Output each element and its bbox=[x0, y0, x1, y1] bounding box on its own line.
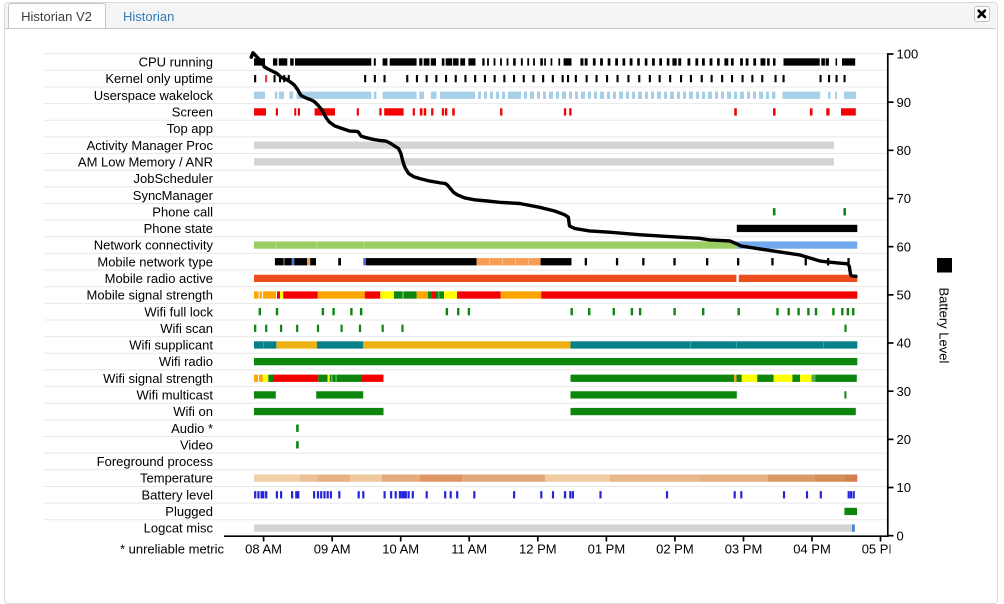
svg-text:0: 0 bbox=[897, 528, 904, 543]
svg-text:Wifi signal strength: Wifi signal strength bbox=[103, 371, 213, 386]
svg-text:Temperature: Temperature bbox=[140, 471, 213, 486]
svg-text:CPU running: CPU running bbox=[139, 55, 213, 70]
svg-text:03 PM: 03 PM bbox=[725, 542, 763, 557]
svg-text:Foreground process: Foreground process bbox=[97, 454, 214, 469]
svg-text:* unreliable metric: * unreliable metric bbox=[120, 542, 225, 557]
svg-text:Wifi radio: Wifi radio bbox=[159, 354, 213, 369]
svg-text:10: 10 bbox=[897, 480, 911, 495]
svg-text:12 PM: 12 PM bbox=[519, 542, 557, 557]
svg-text:Wifi multicast: Wifi multicast bbox=[136, 388, 213, 403]
svg-text:Screen: Screen bbox=[172, 105, 213, 120]
svg-text:Userspace wakelock: Userspace wakelock bbox=[94, 88, 214, 103]
svg-text:Battery Level: Battery Level bbox=[937, 288, 952, 364]
svg-text:80: 80 bbox=[897, 143, 911, 158]
svg-text:Phone call: Phone call bbox=[152, 204, 213, 219]
svg-text:60: 60 bbox=[897, 239, 911, 254]
svg-text:Kernel only uptime: Kernel only uptime bbox=[105, 71, 213, 86]
svg-text:Mobile radio active: Mobile radio active bbox=[105, 271, 213, 286]
svg-text:JobScheduler: JobScheduler bbox=[134, 171, 214, 186]
svg-text:Audio *: Audio * bbox=[171, 421, 213, 436]
svg-text:Mobile network type: Mobile network type bbox=[97, 254, 213, 269]
svg-text:Phone state: Phone state bbox=[144, 221, 213, 236]
svg-text:Wifi full lock: Wifi full lock bbox=[144, 304, 213, 319]
svg-text:02 PM: 02 PM bbox=[656, 542, 694, 557]
svg-text:01 PM: 01 PM bbox=[588, 542, 626, 557]
svg-text:05 PM: 05 PM bbox=[862, 542, 900, 557]
svg-text:10 AM: 10 AM bbox=[382, 542, 419, 557]
svg-text:40: 40 bbox=[897, 336, 911, 351]
svg-text:08 AM: 08 AM bbox=[245, 542, 282, 557]
svg-text:AM Low Memory / ANR: AM Low Memory / ANR bbox=[78, 154, 213, 169]
svg-text:50: 50 bbox=[897, 287, 911, 302]
svg-text:100: 100 bbox=[897, 47, 919, 62]
svg-text:Mobile signal strength: Mobile signal strength bbox=[87, 288, 213, 303]
svg-text:Wifi supplicant: Wifi supplicant bbox=[129, 338, 213, 353]
svg-text:70: 70 bbox=[897, 191, 911, 206]
svg-text:09 AM: 09 AM bbox=[314, 542, 351, 557]
svg-text:20: 20 bbox=[897, 432, 911, 447]
svg-text:Logcat misc: Logcat misc bbox=[144, 521, 214, 536]
svg-text:Wifi on: Wifi on bbox=[173, 404, 213, 419]
svg-text:Battery level: Battery level bbox=[141, 487, 213, 502]
svg-text:Plugged: Plugged bbox=[165, 504, 213, 519]
svg-text:Video: Video bbox=[180, 437, 213, 452]
svg-text:Top app: Top app bbox=[167, 121, 213, 136]
svg-text:30: 30 bbox=[897, 384, 911, 399]
svg-text:90: 90 bbox=[897, 95, 911, 110]
svg-text:04 PM: 04 PM bbox=[793, 542, 831, 557]
svg-text:11 AM: 11 AM bbox=[451, 542, 487, 557]
svg-text:SyncManager: SyncManager bbox=[133, 188, 214, 203]
svg-text:Activity Manager Proc: Activity Manager Proc bbox=[87, 138, 214, 153]
svg-text:Wifi scan: Wifi scan bbox=[160, 321, 213, 336]
svg-text:Network connectivity: Network connectivity bbox=[94, 238, 214, 253]
